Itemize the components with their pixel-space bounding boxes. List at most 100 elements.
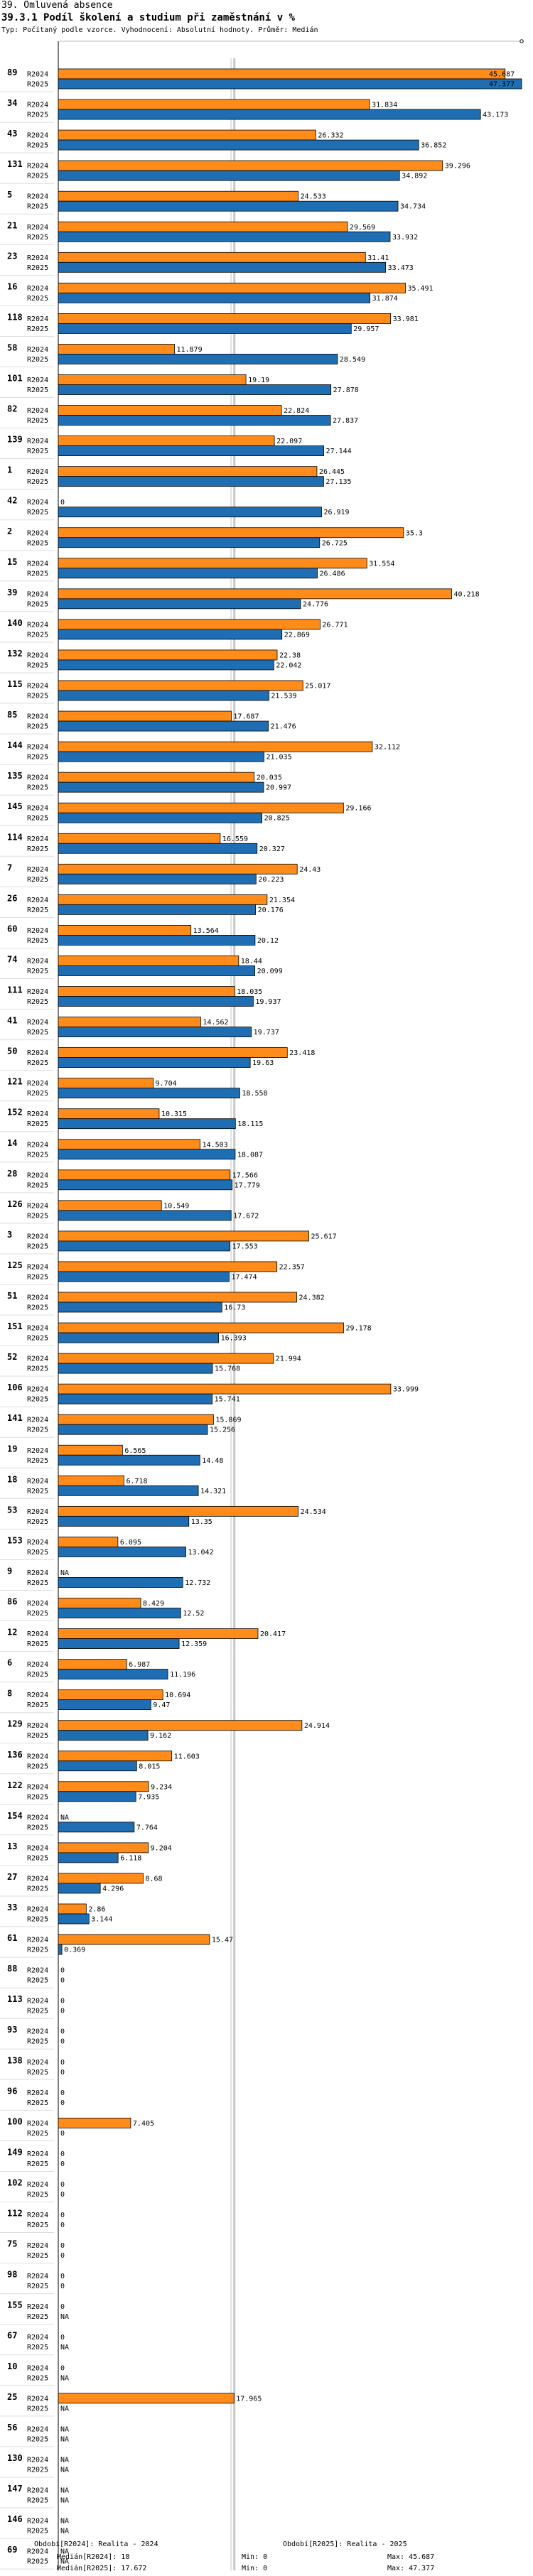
bar-r2024 — [58, 1842, 149, 1853]
bar-r2024 — [58, 1781, 149, 1792]
series-label-r2025: R2025 — [27, 2099, 48, 2107]
series-label-r2025: R2025 — [27, 2466, 48, 2474]
series-label-r2025: R2025 — [27, 539, 48, 547]
bar-r2025 — [58, 1332, 219, 1343]
row-id-label: 86 — [7, 1597, 17, 1607]
value-label-r2024: 7.405 — [133, 2120, 154, 2128]
value-label-r2024: 0 — [60, 2242, 65, 2250]
value-label-r2025: 18.558 — [242, 1090, 267, 1098]
value-label-r2025: 9.162 — [150, 1732, 171, 1740]
row-id-label: 85 — [7, 710, 17, 720]
series-label-r2024: R2024 — [27, 1447, 48, 1455]
row-id-label: 122 — [7, 1780, 23, 1790]
bar-r2025 — [58, 1822, 135, 1833]
value-label-r2025: 20.12 — [257, 937, 279, 945]
series-label-r2024: R2024 — [27, 285, 48, 293]
series-label-r2024: R2024 — [27, 1478, 48, 1485]
series-label-r2024: R2024 — [27, 1049, 48, 1057]
series-label-r2025: R2025 — [27, 600, 48, 608]
row-id-label: 16 — [7, 281, 17, 291]
bar-r2024 — [58, 1322, 344, 1333]
value-label-r2025: 19.737 — [254, 1029, 279, 1037]
value-label-r2025: 27.837 — [333, 417, 358, 425]
bar-r2025 — [58, 1944, 63, 1955]
series-label-r2024: R2024 — [27, 2364, 48, 2372]
series-label-r2024: R2024 — [27, 2548, 48, 2556]
bar-r2025 — [58, 1424, 208, 1435]
series-label-r2024: R2024 — [27, 1539, 48, 1547]
bar-r2025 — [58, 354, 338, 364]
value-label-r2024: 31.834 — [372, 102, 397, 109]
value-label-r2024: 32.112 — [375, 744, 400, 752]
value-label-r2025: 26.919 — [323, 509, 349, 516]
bar-r2024 — [58, 190, 299, 202]
value-label-r2024: NA — [60, 2425, 69, 2433]
series-label-r2024: R2024 — [27, 713, 48, 721]
row-id-label: 13 — [7, 1841, 17, 1851]
series-label-r2025: R2025 — [27, 1977, 48, 1985]
chart-meta: Typ: Počítaný podle vzorce. Vyhodnocení:… — [1, 26, 318, 34]
bar-r2024 — [58, 619, 321, 630]
value-label-r2024: 0 — [60, 2181, 65, 2189]
value-label-r2025: 6.118 — [120, 1854, 141, 1862]
value-label-r2025: 18.087 — [237, 1151, 263, 1159]
value-label-r2024: 29.569 — [350, 224, 375, 232]
footer-median-r2025: Medián[R2025]: 17.672 — [57, 2565, 147, 2572]
bar-r2025 — [58, 1577, 183, 1588]
row-id-label: 53 — [7, 1505, 17, 1515]
bar-r2024 — [58, 680, 303, 691]
series-label-r2024: R2024 — [27, 2120, 48, 2128]
series-label-r2024: R2024 — [27, 71, 48, 79]
value-label-r2025: 29.957 — [353, 325, 379, 333]
value-label-r2024: 17.687 — [233, 713, 259, 721]
series-label-r2025: R2025 — [27, 1029, 48, 1037]
series-label-r2025: R2025 — [27, 325, 48, 333]
value-label-r2025: 18.115 — [237, 1120, 263, 1128]
bar-r2025 — [58, 659, 274, 671]
series-label-r2025: R2025 — [27, 2252, 48, 2260]
series-label-r2025: R2025 — [27, 2496, 48, 2504]
series-label-r2025: R2025 — [27, 2344, 48, 2352]
series-label-r2025: R2025 — [27, 570, 48, 578]
value-label-r2025: 20.223 — [258, 876, 284, 884]
series-label-r2025: R2025 — [27, 2008, 48, 2015]
series-label-r2024: R2024 — [27, 1386, 48, 1394]
series-label-r2024: R2024 — [27, 560, 48, 568]
row-id-label: 151 — [7, 1321, 23, 1331]
series-label-r2025: R2025 — [27, 998, 48, 1006]
value-label-r2025: 0 — [60, 2038, 65, 2046]
value-label-r2025: 20.997 — [266, 784, 291, 792]
series-label-r2025: R2025 — [27, 2191, 48, 2199]
bar-r2025 — [58, 1210, 232, 1221]
series-label-r2025: R2025 — [27, 142, 48, 150]
value-label-r2024: NA — [60, 2486, 69, 2494]
footer-min-r2025: Min: 0 — [242, 2565, 268, 2572]
bar-r2024 — [58, 1444, 123, 1456]
row-id-label: 9 — [7, 1566, 12, 1576]
value-label-r2024: 9.704 — [156, 1080, 177, 1088]
value-label-r2024: 23.418 — [289, 1049, 315, 1057]
row-id-label: 27 — [7, 1872, 17, 1882]
series-label-r2025: R2025 — [27, 1610, 48, 1618]
series-label-r2025: R2025 — [27, 1671, 48, 1679]
series-label-r2024: R2024 — [27, 2028, 48, 2036]
bar-r2024 — [58, 1720, 303, 1731]
bar-r2025 — [58, 476, 324, 487]
bar-r2025 — [58, 1454, 200, 1466]
series-label-r2025: R2025 — [27, 2130, 48, 2138]
series-label-r2024: R2024 — [27, 132, 48, 140]
bar-r2024 — [58, 129, 316, 141]
series-label-r2024: R2024 — [27, 1998, 48, 2006]
value-label-r2025: 24.776 — [303, 600, 328, 608]
bar-r2024 — [58, 772, 255, 783]
series-label-r2024: R2024 — [27, 590, 48, 598]
value-label-r2024: 0 — [60, 2089, 65, 2097]
series-label-r2024: R2024 — [27, 621, 48, 629]
bar-r2025 — [58, 1027, 252, 1037]
value-label-r2025: 19.937 — [255, 998, 281, 1006]
value-label-r2025: 7.764 — [136, 1824, 158, 1831]
value-label-r2025: 22.042 — [276, 661, 301, 669]
series-label-r2024: R2024 — [27, 438, 48, 445]
value-label-r2025: 15.741 — [215, 1396, 240, 1404]
row-id-label: 155 — [7, 2300, 23, 2310]
